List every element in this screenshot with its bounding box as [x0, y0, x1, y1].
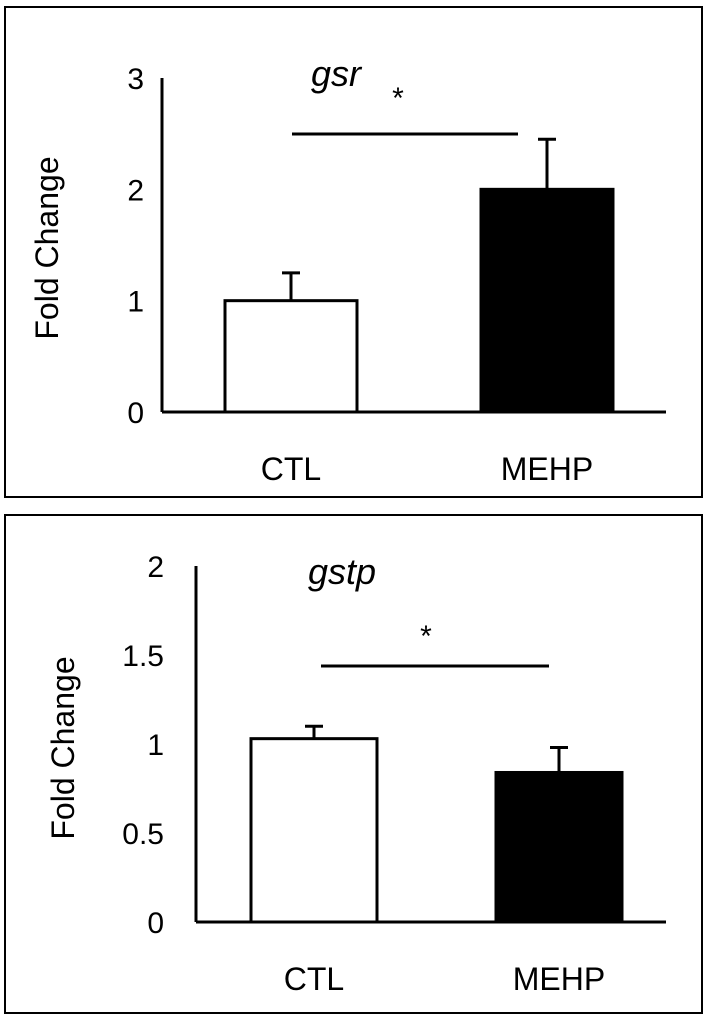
- x-tick-label: CTL: [261, 451, 321, 487]
- bar-mehp: [494, 770, 624, 924]
- chart-title: gstp: [308, 551, 376, 592]
- y-tick-label: 2: [127, 174, 144, 207]
- y-axis-label: Fold Change: [45, 656, 81, 839]
- x-tick-label: MEHP: [513, 961, 605, 997]
- x-tick-label: MEHP: [501, 451, 593, 487]
- y-axis-label: Fold Change: [29, 156, 65, 339]
- x-tick-label: CTL: [284, 961, 344, 997]
- y-tick-label: 1: [147, 729, 164, 762]
- chart-gsr: 0 1 2 3 Fold Change CTL MEHP gsr *: [29, 53, 666, 487]
- y-tick-label: 2: [147, 551, 164, 584]
- chart-title: gsr: [311, 53, 363, 94]
- y-tick-label: 3: [127, 63, 144, 96]
- significance-marker: *: [420, 620, 432, 653]
- chart-panel-gstp: 0 0.5 1 1.5 2 Fold Change CTL MEHP gstp *: [4, 514, 703, 1014]
- significance-marker: *: [392, 82, 404, 115]
- y-tick-label: 0: [147, 907, 164, 940]
- chart-panel-gsr: 0 1 2 3 Fold Change CTL MEHP gsr *: [4, 6, 703, 498]
- y-tick-label: 0.5: [122, 818, 164, 851]
- chart-gstp: 0 0.5 1 1.5 2 Fold Change CTL MEHP gstp *: [45, 551, 666, 997]
- bar-mehp: [479, 187, 615, 414]
- y-tick-label: 1.5: [122, 640, 164, 673]
- bar-ctl: [223, 299, 359, 414]
- y-tick-label: 1: [127, 286, 144, 319]
- bar-ctl: [249, 737, 379, 924]
- y-tick-label: 0: [127, 397, 144, 430]
